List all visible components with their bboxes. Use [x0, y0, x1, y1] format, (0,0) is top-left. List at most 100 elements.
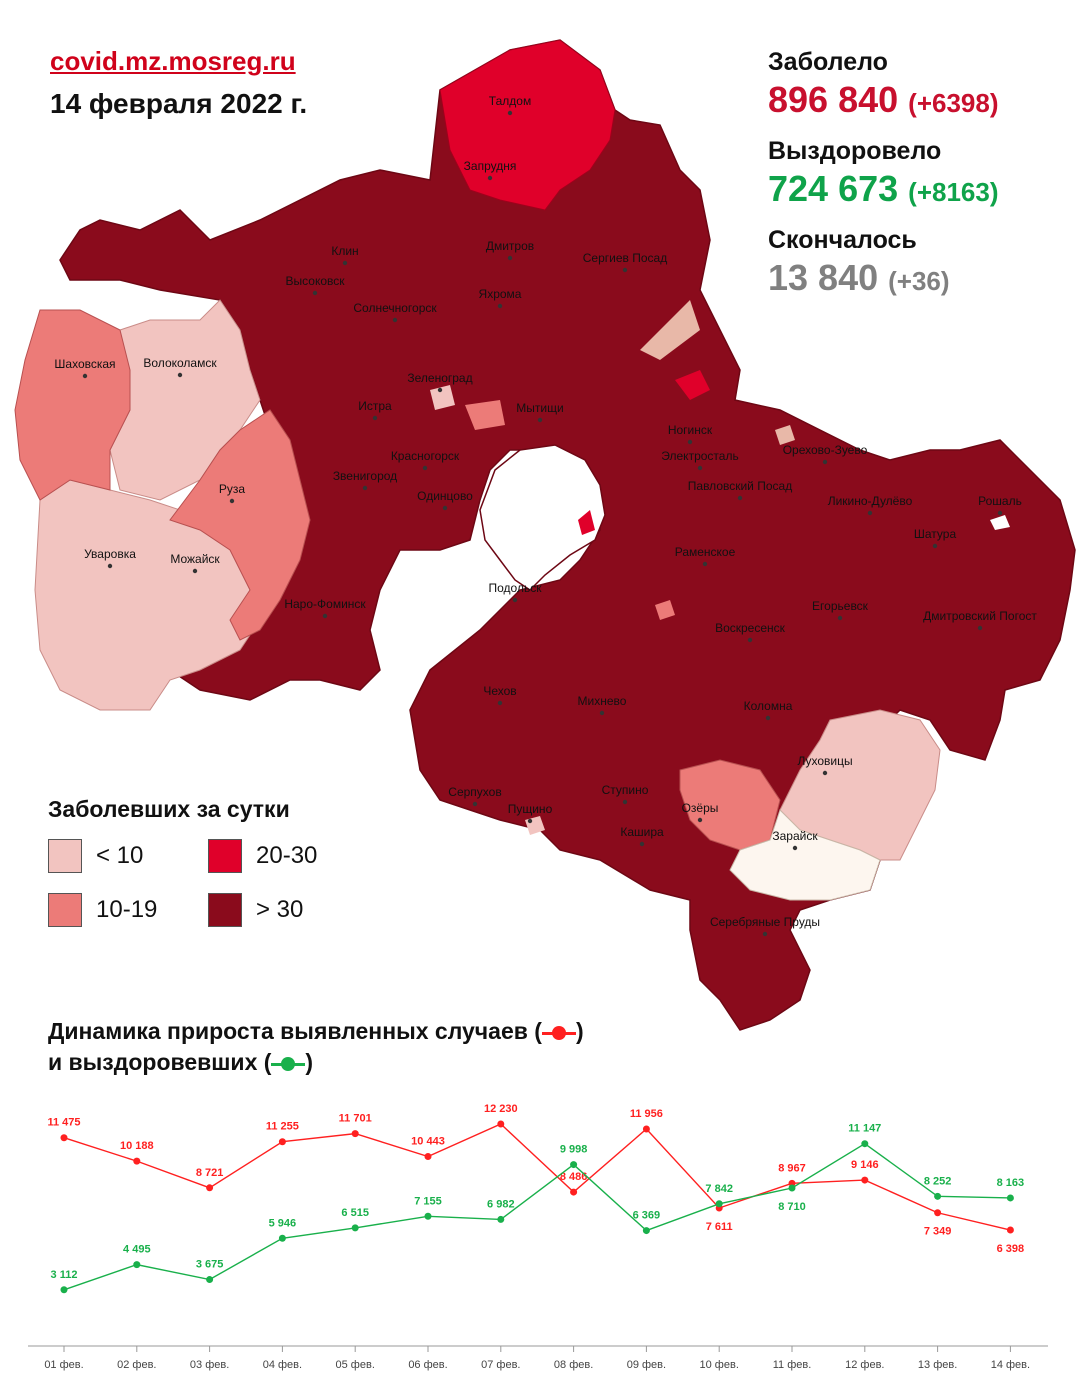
legend-swatch-20-30 [208, 839, 242, 873]
city-dot [737, 495, 743, 501]
infected-value-row: 896 840 (+6398) [768, 79, 1068, 121]
city-label: Солнечногорск [353, 301, 437, 315]
x-tick-label: 11 фев. [773, 1359, 812, 1371]
data-label-recovered: 8 710 [778, 1201, 806, 1213]
city-label: Запрудня [464, 159, 517, 173]
x-tick-label: 12 фев. [845, 1359, 884, 1371]
infected-label: Заболело [768, 48, 888, 76]
data-label-cases: 8 967 [778, 1162, 806, 1174]
data-label-cases: 10 443 [411, 1135, 445, 1147]
point-cases [861, 1176, 869, 1184]
city-label: Дмитровский Погост [923, 609, 1037, 623]
stats-panel: Заболело 896 840 (+6398) Выздоровело 724… [768, 48, 1068, 315]
city-dot [687, 439, 693, 445]
x-tick-label: 02 фев. [117, 1359, 156, 1371]
city-dot [322, 613, 328, 619]
data-label-recovered: 9 998 [560, 1144, 588, 1156]
map-legend: Заболевших за сутки < 10 20-30 10-19 > 3… [48, 796, 368, 959]
point-cases [60, 1134, 68, 1142]
recovered-value-row: 724 673 (+8163) [768, 168, 1068, 210]
x-tick-label: 14 фев. [991, 1359, 1030, 1371]
city-dot [487, 175, 493, 181]
city-label: Шатура [914, 527, 957, 541]
city-dot [822, 770, 828, 776]
city-dot [997, 510, 1003, 516]
city-label: Сергиев Посад [583, 251, 667, 265]
data-label-recovered: 6 369 [633, 1210, 661, 1222]
moscow-area [479, 444, 606, 591]
point-cases [1006, 1226, 1014, 1234]
chart-title-line1-text: Динамика прироста выявленных случаев ( [48, 1018, 542, 1044]
data-label-recovered: 7 155 [414, 1195, 442, 1207]
city-dot [822, 459, 828, 465]
point-recovered [1006, 1194, 1014, 1202]
data-label-cases: 7 611 [706, 1221, 733, 1233]
x-tick-label: 09 фев. [627, 1359, 666, 1371]
x-tick-label: 04 фев. [263, 1359, 302, 1371]
district-taldom [439, 39, 616, 211]
died-value: 13 840 [768, 257, 879, 298]
city-dot [697, 465, 703, 471]
point-cases [206, 1184, 214, 1192]
patch-podolsk [655, 600, 675, 620]
city-dot [932, 543, 938, 549]
city-dot [312, 290, 318, 296]
point-cases [570, 1188, 578, 1196]
data-label-cases: 7 349 [924, 1226, 952, 1238]
point-cases [642, 1125, 650, 1133]
source-link[interactable]: covid.mz.mosreg.ru [50, 46, 296, 76]
chart-title-line2-text: и выздоровевших ( [48, 1049, 272, 1075]
recovered-stat: Выздоровело 724 673 (+8163) [768, 137, 1068, 210]
patch-moscow-edge [578, 510, 595, 535]
recovered-label: Выздоровело [768, 137, 942, 165]
legend-item-gt30: > 30 [208, 893, 303, 927]
city-label: Егорьевск [812, 599, 869, 613]
city-dot [867, 510, 873, 516]
legend-item-10-19: 10-19 [48, 893, 157, 927]
legend-label-lt10: < 10 [96, 842, 144, 869]
legend-label-10-19: 10-19 [96, 896, 158, 923]
region-map: Талдом Запрудня Клин Высоковск Дмитров Яхрома… [14, 39, 1076, 1031]
city-label: Ногинск [668, 423, 713, 437]
city-label: Высоковск [286, 274, 346, 288]
red-line-dot-icon [541, 1025, 576, 1040]
infected-stat: Заболело 896 840 (+6398) [768, 48, 1068, 121]
city-label: Серпухов [448, 785, 501, 799]
city-dot [747, 637, 753, 643]
city-dot [639, 841, 645, 847]
district-zaraysk [729, 809, 881, 901]
infected-value: 896 840 [768, 79, 899, 120]
legend-grid: < 10 20-30 10-19 > 30 [48, 839, 368, 959]
city-label: Истра [358, 399, 392, 413]
legend-label-gt30: > 30 [256, 896, 304, 923]
legend-item-20-30: 20-30 [208, 839, 317, 873]
point-recovered [60, 1286, 68, 1294]
point-recovered [715, 1200, 723, 1208]
city-dot [342, 260, 348, 266]
city-label: Ликино-Дулёво [828, 494, 913, 508]
data-label-cases: 8 721 [196, 1167, 224, 1179]
city-dot [497, 303, 503, 309]
data-label-cases: 9 146 [851, 1159, 879, 1171]
city-dot [765, 715, 771, 721]
point-recovered [133, 1261, 141, 1269]
data-label-recovered: 6 515 [341, 1207, 369, 1219]
patch-noginsk [675, 370, 710, 400]
city-dot [527, 818, 533, 824]
died-label: Скончалось [768, 226, 917, 254]
data-label-cases: 11 956 [630, 1108, 663, 1120]
city-label: Подольск [489, 581, 543, 595]
chart-title-line1-end: ) [575, 1018, 584, 1044]
chart-title: Динамика прироста выявленных случаев () … [48, 1016, 584, 1078]
died-delta: (+36) [888, 266, 950, 296]
city-dot [507, 255, 513, 261]
city-label: Звенигород [333, 469, 397, 483]
city-dot [82, 373, 88, 379]
data-label-recovered: 3 675 [196, 1259, 224, 1271]
city-dot [497, 700, 503, 706]
died-stat: Скончалось 13 840 (+36) [768, 226, 1068, 299]
infected-delta: (+6398) [908, 88, 999, 118]
recovered-delta: (+8163) [908, 177, 999, 207]
patch-roshal [990, 515, 1010, 530]
city-label: Волоколамск [143, 356, 217, 370]
